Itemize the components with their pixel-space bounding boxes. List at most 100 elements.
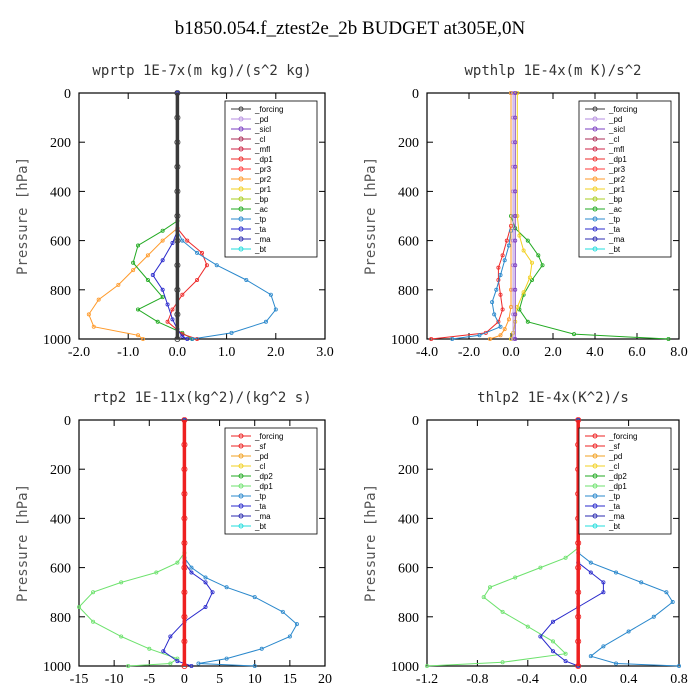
legend-entry: _dp1: [254, 155, 273, 164]
series-point: [204, 263, 209, 268]
legend-swatch-marker: [592, 116, 598, 122]
x-tick-label: 5: [216, 672, 223, 687]
series-point: [511, 312, 516, 317]
series-point: [551, 649, 556, 654]
series-point: [244, 277, 249, 282]
legend-swatch-marker: [592, 236, 598, 242]
series-point: [185, 238, 190, 243]
series-point: [525, 319, 530, 324]
series-point: [214, 263, 219, 268]
x-tick-label: -0.4: [517, 672, 539, 687]
y-tick-label: 1000: [43, 660, 71, 675]
legend-swatch-marker: [592, 226, 598, 232]
series-point: [174, 114, 181, 121]
series-point: [575, 613, 582, 620]
legend-swatch-marker: [592, 146, 598, 152]
series-point: [477, 333, 482, 338]
series-point: [181, 589, 188, 596]
legend-swatch-marker: [238, 206, 244, 212]
legend-swatch-marker: [238, 523, 244, 529]
series-point: [136, 307, 141, 312]
series-point: [588, 570, 593, 575]
series-line: [489, 93, 512, 340]
legend-swatch-marker: [238, 106, 244, 112]
y-tick-label: 800: [50, 284, 71, 299]
x-tick-label: -0.8: [466, 672, 488, 687]
legend-entry: _mfl: [608, 145, 624, 154]
series-point: [86, 312, 91, 317]
series-point: [511, 140, 516, 145]
series-point: [268, 292, 273, 297]
x-tick-label: 0.4: [620, 672, 638, 687]
y-tick-label: 200: [398, 136, 419, 151]
series-point: [175, 560, 180, 565]
series-point: [498, 292, 503, 297]
series-point: [517, 307, 522, 312]
legend-entry: _pd: [608, 452, 622, 461]
x-tick-label: -4.0: [416, 345, 438, 360]
series-point: [490, 300, 495, 305]
series-point: [588, 654, 593, 659]
series-point: [174, 188, 181, 195]
plot-frame: [426, 419, 680, 667]
legend-entry: _cl: [254, 135, 265, 144]
legend-swatch-marker: [238, 513, 244, 519]
series-point: [504, 238, 509, 243]
legend-entry: _ma: [254, 235, 271, 244]
legend-swatch-marker: [592, 493, 598, 499]
legend-swatch-marker: [592, 106, 598, 112]
x-tick-label: 15: [283, 672, 297, 687]
legend-swatch-marker: [238, 236, 244, 242]
series-point: [494, 287, 499, 292]
series-point: [517, 233, 522, 238]
legend-swatch-marker: [592, 206, 598, 212]
legend-entry: _bt: [254, 522, 267, 531]
series-point: [174, 212, 181, 219]
series-point: [563, 555, 568, 560]
legend-swatch-marker: [238, 463, 244, 469]
legend-entry: _ac: [254, 205, 268, 214]
x-tick-label: 6.0: [628, 345, 646, 360]
series-point: [195, 336, 200, 341]
series-point: [160, 238, 165, 243]
series-line: [176, 93, 277, 340]
wprtp-panel: wprtp 1E-7x(m kg)/(s^2 kg) Pressure [hPa]…: [15, 63, 334, 360]
series-point: [492, 312, 497, 317]
y-tick-label: 600: [50, 235, 71, 250]
legend-swatch-marker: [592, 156, 598, 162]
series-point: [511, 238, 516, 243]
series-point: [666, 336, 671, 341]
x-tick-label: -15: [70, 672, 89, 687]
legend-swatch-marker: [592, 246, 598, 252]
series-point: [513, 140, 518, 145]
series-point: [229, 330, 234, 335]
series-point: [575, 638, 582, 645]
legend-swatch-marker: [238, 493, 244, 499]
series-point: [181, 638, 188, 645]
series-point: [196, 661, 201, 666]
y-tick-label: 200: [50, 463, 71, 478]
series-point: [481, 595, 486, 600]
x-tick-label: 0.0: [569, 672, 587, 687]
legend-entry: _bt: [608, 522, 621, 531]
series-point: [174, 139, 181, 146]
series-point: [181, 490, 188, 497]
series-point: [496, 265, 501, 270]
series-point: [91, 324, 96, 329]
series-point: [190, 336, 195, 341]
y-tick-label: 400: [398, 512, 419, 527]
series-line: [431, 93, 512, 340]
series-point: [287, 634, 292, 639]
series-point: [165, 319, 170, 324]
series-point: [575, 540, 582, 547]
series-point: [670, 600, 675, 605]
y-tick-label: 0: [412, 87, 419, 102]
series-point: [500, 609, 505, 614]
legend-entry: _tp: [608, 492, 621, 501]
series-point: [280, 609, 285, 614]
legend-entry: _ma: [254, 512, 271, 521]
y-axis-label: Pressure [hPa]: [363, 157, 379, 275]
legend-entry: _ta: [608, 225, 621, 234]
series-point: [77, 604, 82, 609]
series-line: [167, 93, 208, 340]
